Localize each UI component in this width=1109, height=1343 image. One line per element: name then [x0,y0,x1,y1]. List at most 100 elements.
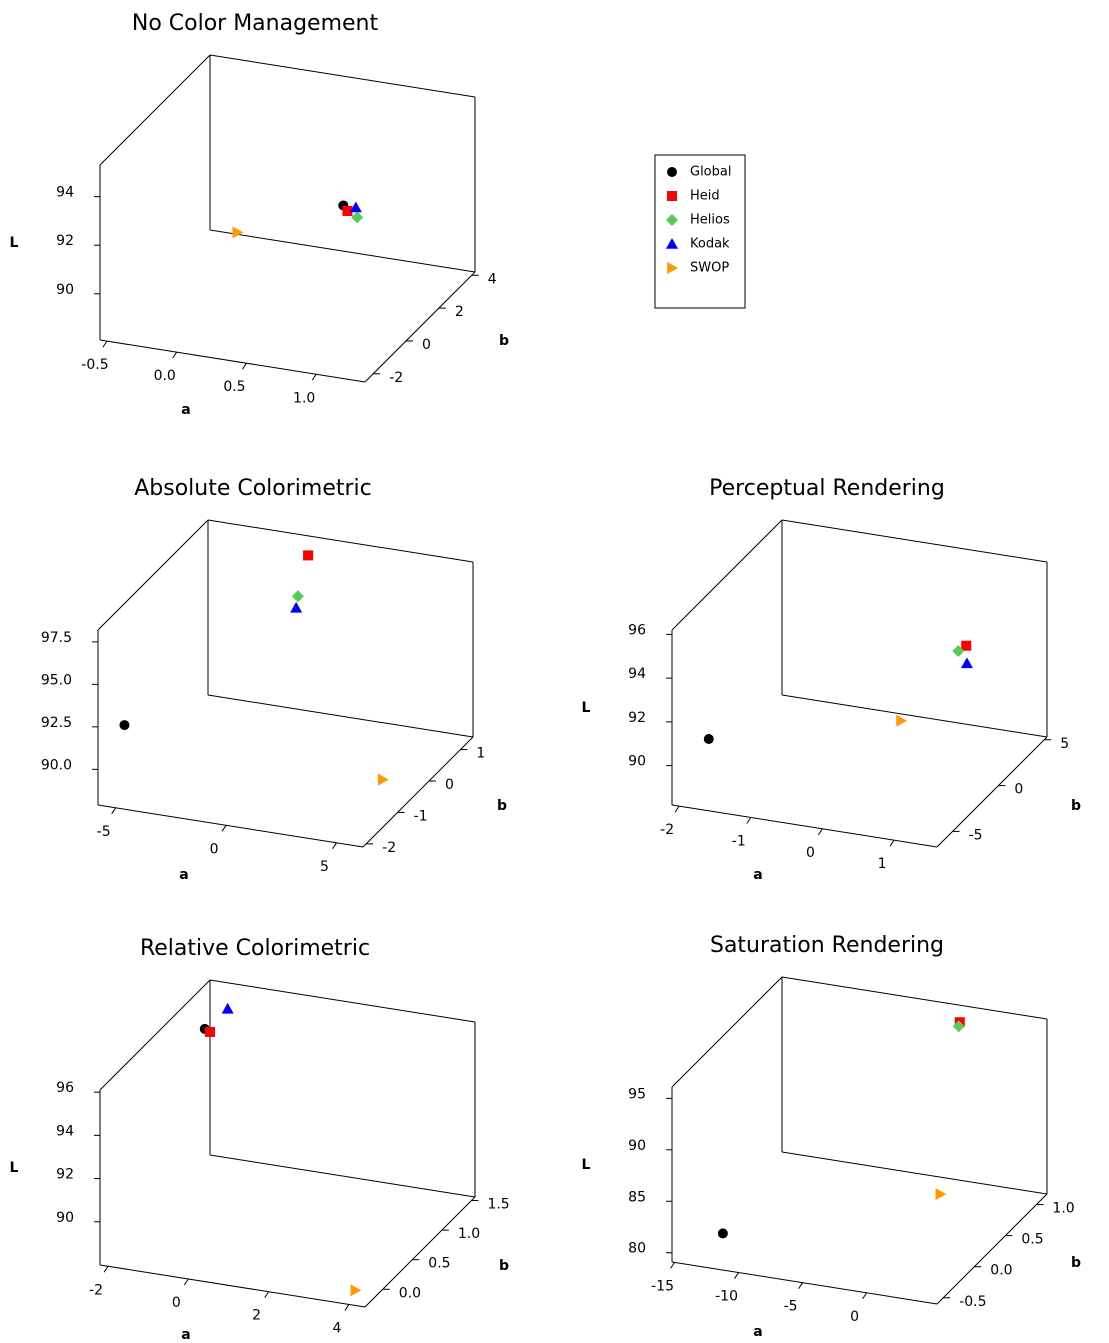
chart-title: No Color Management [132,11,379,36]
y-tick-label: -0.5 [959,1294,986,1310]
x-tick-label: -15 [651,1278,674,1294]
x-tick-label: 0 [210,841,219,857]
x-tick-label: -2 [660,822,674,838]
x-tick [103,1265,109,1273]
x-tick-label: 0 [850,1309,859,1325]
x-tick-label: -10 [715,1289,738,1305]
z-tick-label: 90.0 [41,757,72,773]
x-tick [862,1292,868,1300]
z-tick-label: 90 [628,1138,646,1154]
x-tick-label: 0.0 [154,368,176,384]
box-edge [99,979,211,1091]
z-tick-label: 80 [628,1241,646,1257]
x-axis-label: a [753,867,762,883]
box-edge [671,1261,938,1305]
data-point [232,226,244,239]
legend-marker [667,167,677,177]
z-tick-label: 92 [628,710,646,726]
z-tick-label: 85 [628,1189,646,1205]
y-axis-label: b [1071,798,1081,814]
data-point [935,1188,947,1201]
box-edge [781,976,1048,1020]
z-tick-label: 90 [628,754,646,770]
z-tick-label: 94 [56,185,74,201]
x-tick-label: 0 [806,845,815,861]
box-edge [671,976,783,1088]
box-edge [781,694,1048,738]
y-tick-label: 2 [455,304,464,320]
x-tick [102,340,108,348]
y-tick-label: 0.0 [399,1285,421,1301]
data-point [896,714,908,727]
data-point [717,1228,728,1239]
y-tick-label: -5 [969,827,983,843]
data-point [703,734,714,745]
chart-title: Relative Colorimetric [140,936,370,961]
legend-marker [667,191,677,201]
box-edge [97,804,364,848]
y-tick-label: 4 [488,271,497,287]
legend-marker [666,214,678,226]
x-tick [242,362,247,370]
y-tick-label: 5 [1060,736,1069,752]
z-axis-label: L [582,1157,591,1173]
x-tick [264,1291,270,1299]
z-tick-label: 90 [56,1210,74,1226]
x-tick [674,805,680,813]
box-edge [207,519,474,563]
x-tick [670,1262,675,1269]
z-tick-label: 96 [56,1080,74,1096]
data-point [290,601,303,613]
x-tick-label: 0.5 [223,379,245,395]
legend-box [654,154,746,309]
data-point [960,657,973,669]
x-tick [798,1282,803,1289]
z-axis-label: L [10,1160,19,1176]
y-tick-label: 1.0 [1052,1201,1074,1217]
y-tick-label: 0 [422,337,431,353]
box-edge [781,1151,1048,1195]
chart-title: Absolute Colorimetric [134,476,372,501]
box-edge [781,519,1048,563]
x-tick [111,807,117,815]
y-tick-label: 0.5 [1021,1232,1043,1248]
legend-marker [666,238,678,249]
z-axis-label: L [582,700,591,716]
z-tick-label: 97.5 [41,630,72,646]
x-tick [183,1278,189,1286]
x-tick [746,817,752,824]
box-edge [99,1264,366,1308]
data-point [303,550,314,561]
x-tick [221,825,227,832]
data-point [952,1020,965,1033]
x-tick-label: -0.5 [81,357,108,373]
y-tick-label: -2 [389,370,403,386]
legend-label: SWOP [690,261,729,276]
y-axis-label: b [499,1258,509,1274]
box-edge [209,979,476,1023]
x-axis-label: a [181,1327,190,1343]
box-edge [209,54,476,98]
box-edge [671,519,783,631]
data-point [221,1002,234,1014]
y-axis-label: b [1071,1255,1081,1271]
y-tick-label: 1.5 [487,1197,509,1213]
legend-label: Heid [690,189,720,204]
x-axis-label: a [181,402,190,418]
x-tick-label: 4 [332,1320,341,1336]
box-edge [364,271,476,383]
z-tick-label: 90 [56,282,74,298]
data-point [952,645,965,658]
x-axis-label: a [753,1324,762,1340]
y-axis-label: b [499,333,509,349]
x-tick-label: -2 [89,1282,103,1298]
box-edge [936,1193,1048,1305]
legend-label: Kodak [690,237,730,252]
x-tick-label: -1 [732,833,746,849]
y-tick-label: 1.0 [458,1226,480,1242]
box-edge [671,804,938,848]
data-point [350,1284,362,1297]
x-tick [344,1304,350,1311]
x-tick-label: 1 [878,856,887,872]
